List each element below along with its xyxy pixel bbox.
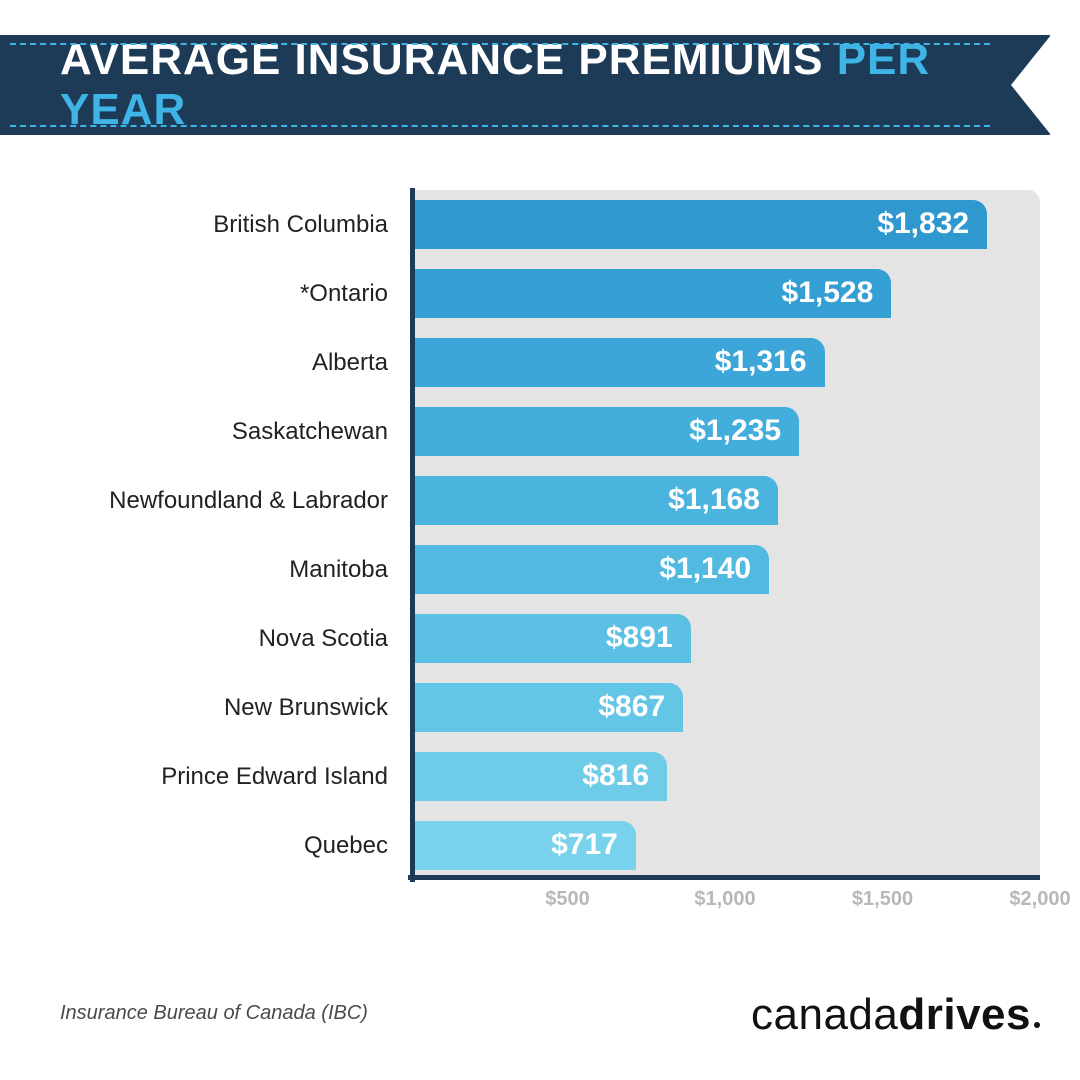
table-row: British Columbia $1,832 <box>70 190 1040 259</box>
bar-track: $1,316 <box>410 328 1040 397</box>
bar-track: $1,140 <box>410 535 1040 604</box>
bar-value: $1,168 <box>668 483 760 517</box>
bar-track: $1,235 <box>410 397 1040 466</box>
bar-value: $867 <box>598 690 665 724</box>
title-banner-bg: AVERAGE INSURANCE PREMIUMS PER YEAR <box>0 35 1050 135</box>
source-footnote: Insurance Bureau of Canada (IBC) <box>60 1002 368 1025</box>
bar-track: $1,168 <box>410 466 1040 535</box>
y-axis-line <box>410 188 415 882</box>
table-row: New Brunswick $867 <box>70 673 1040 742</box>
bar-track: $1,528 <box>410 259 1040 328</box>
x-tick-label: $1,500 <box>852 888 913 911</box>
page-title: AVERAGE INSURANCE PREMIUMS PER YEAR <box>60 35 1050 135</box>
table-row: Newfoundland & Labrador $1,168 <box>70 466 1040 535</box>
x-axis-line <box>408 875 1040 880</box>
table-row: Saskatchewan $1,235 <box>70 397 1040 466</box>
bar-track: $891 <box>410 604 1040 673</box>
bar-value: $1,316 <box>715 345 807 379</box>
bar-label: British Columbia <box>70 211 410 239</box>
bar: $891 <box>410 614 691 662</box>
bar: $717 <box>410 821 636 869</box>
x-tick-label: $1,000 <box>694 888 755 911</box>
x-axis-ticks: $500$1,000$1,500$2,000 <box>410 880 1040 920</box>
bar-label: Prince Edward Island <box>70 763 410 791</box>
bar-value: $891 <box>606 621 673 655</box>
bar-value: $1,528 <box>782 276 874 310</box>
logo-text-bold: drives <box>898 990 1031 1040</box>
bar-label: *Ontario <box>70 280 410 308</box>
x-tick-label: $500 <box>545 888 590 911</box>
bar-label: Quebec <box>70 832 410 860</box>
bar-label: Alberta <box>70 349 410 377</box>
table-row: Manitoba $1,140 <box>70 535 1040 604</box>
bar-track: $816 <box>410 742 1040 811</box>
premiums-bar-chart: British Columbia $1,832 *Ontario $1,528 Albe… <box>70 190 1040 920</box>
bar-track: $1,832 <box>410 190 1040 259</box>
bar: $1,528 <box>410 269 891 317</box>
banner-dash-top <box>10 43 990 45</box>
bar-value: $1,832 <box>877 207 969 241</box>
x-tick-label: $2,000 <box>1009 888 1070 911</box>
logo-dot-icon <box>1034 1022 1040 1028</box>
bar: $1,168 <box>410 476 778 524</box>
table-row: Prince Edward Island $816 <box>70 742 1040 811</box>
bar-label: Newfoundland & Labrador <box>70 487 410 515</box>
bar: $816 <box>410 752 667 800</box>
bar-label: Saskatchewan <box>70 418 410 446</box>
bar: $1,316 <box>410 338 825 386</box>
bar: $1,140 <box>410 545 769 593</box>
bar-track: $717 <box>410 811 1040 880</box>
bar-label: Manitoba <box>70 556 410 584</box>
table-row: Nova Scotia $891 <box>70 604 1040 673</box>
title-banner: AVERAGE INSURANCE PREMIUMS PER YEAR <box>0 35 1050 135</box>
bar-track: $867 <box>410 673 1040 742</box>
bar-value: $816 <box>582 759 649 793</box>
banner-dash-bottom <box>10 125 990 127</box>
logo-text-thin: canada <box>751 990 898 1040</box>
table-row: *Ontario $1,528 <box>70 259 1040 328</box>
chart-rows: British Columbia $1,832 *Ontario $1,528 Albe… <box>70 190 1040 880</box>
bar-label: New Brunswick <box>70 694 410 722</box>
bar: $1,235 <box>410 407 799 455</box>
bar-label: Nova Scotia <box>70 625 410 653</box>
canadadrives-logo: canadadrives <box>751 990 1040 1040</box>
bar-value: $1,235 <box>689 414 781 448</box>
bar: $867 <box>410 683 683 731</box>
table-row: Alberta $1,316 <box>70 328 1040 397</box>
bar-value: $717 <box>551 828 618 862</box>
bar-value: $1,140 <box>659 552 751 586</box>
table-row: Quebec $717 <box>70 811 1040 880</box>
bar: $1,832 <box>410 200 987 248</box>
